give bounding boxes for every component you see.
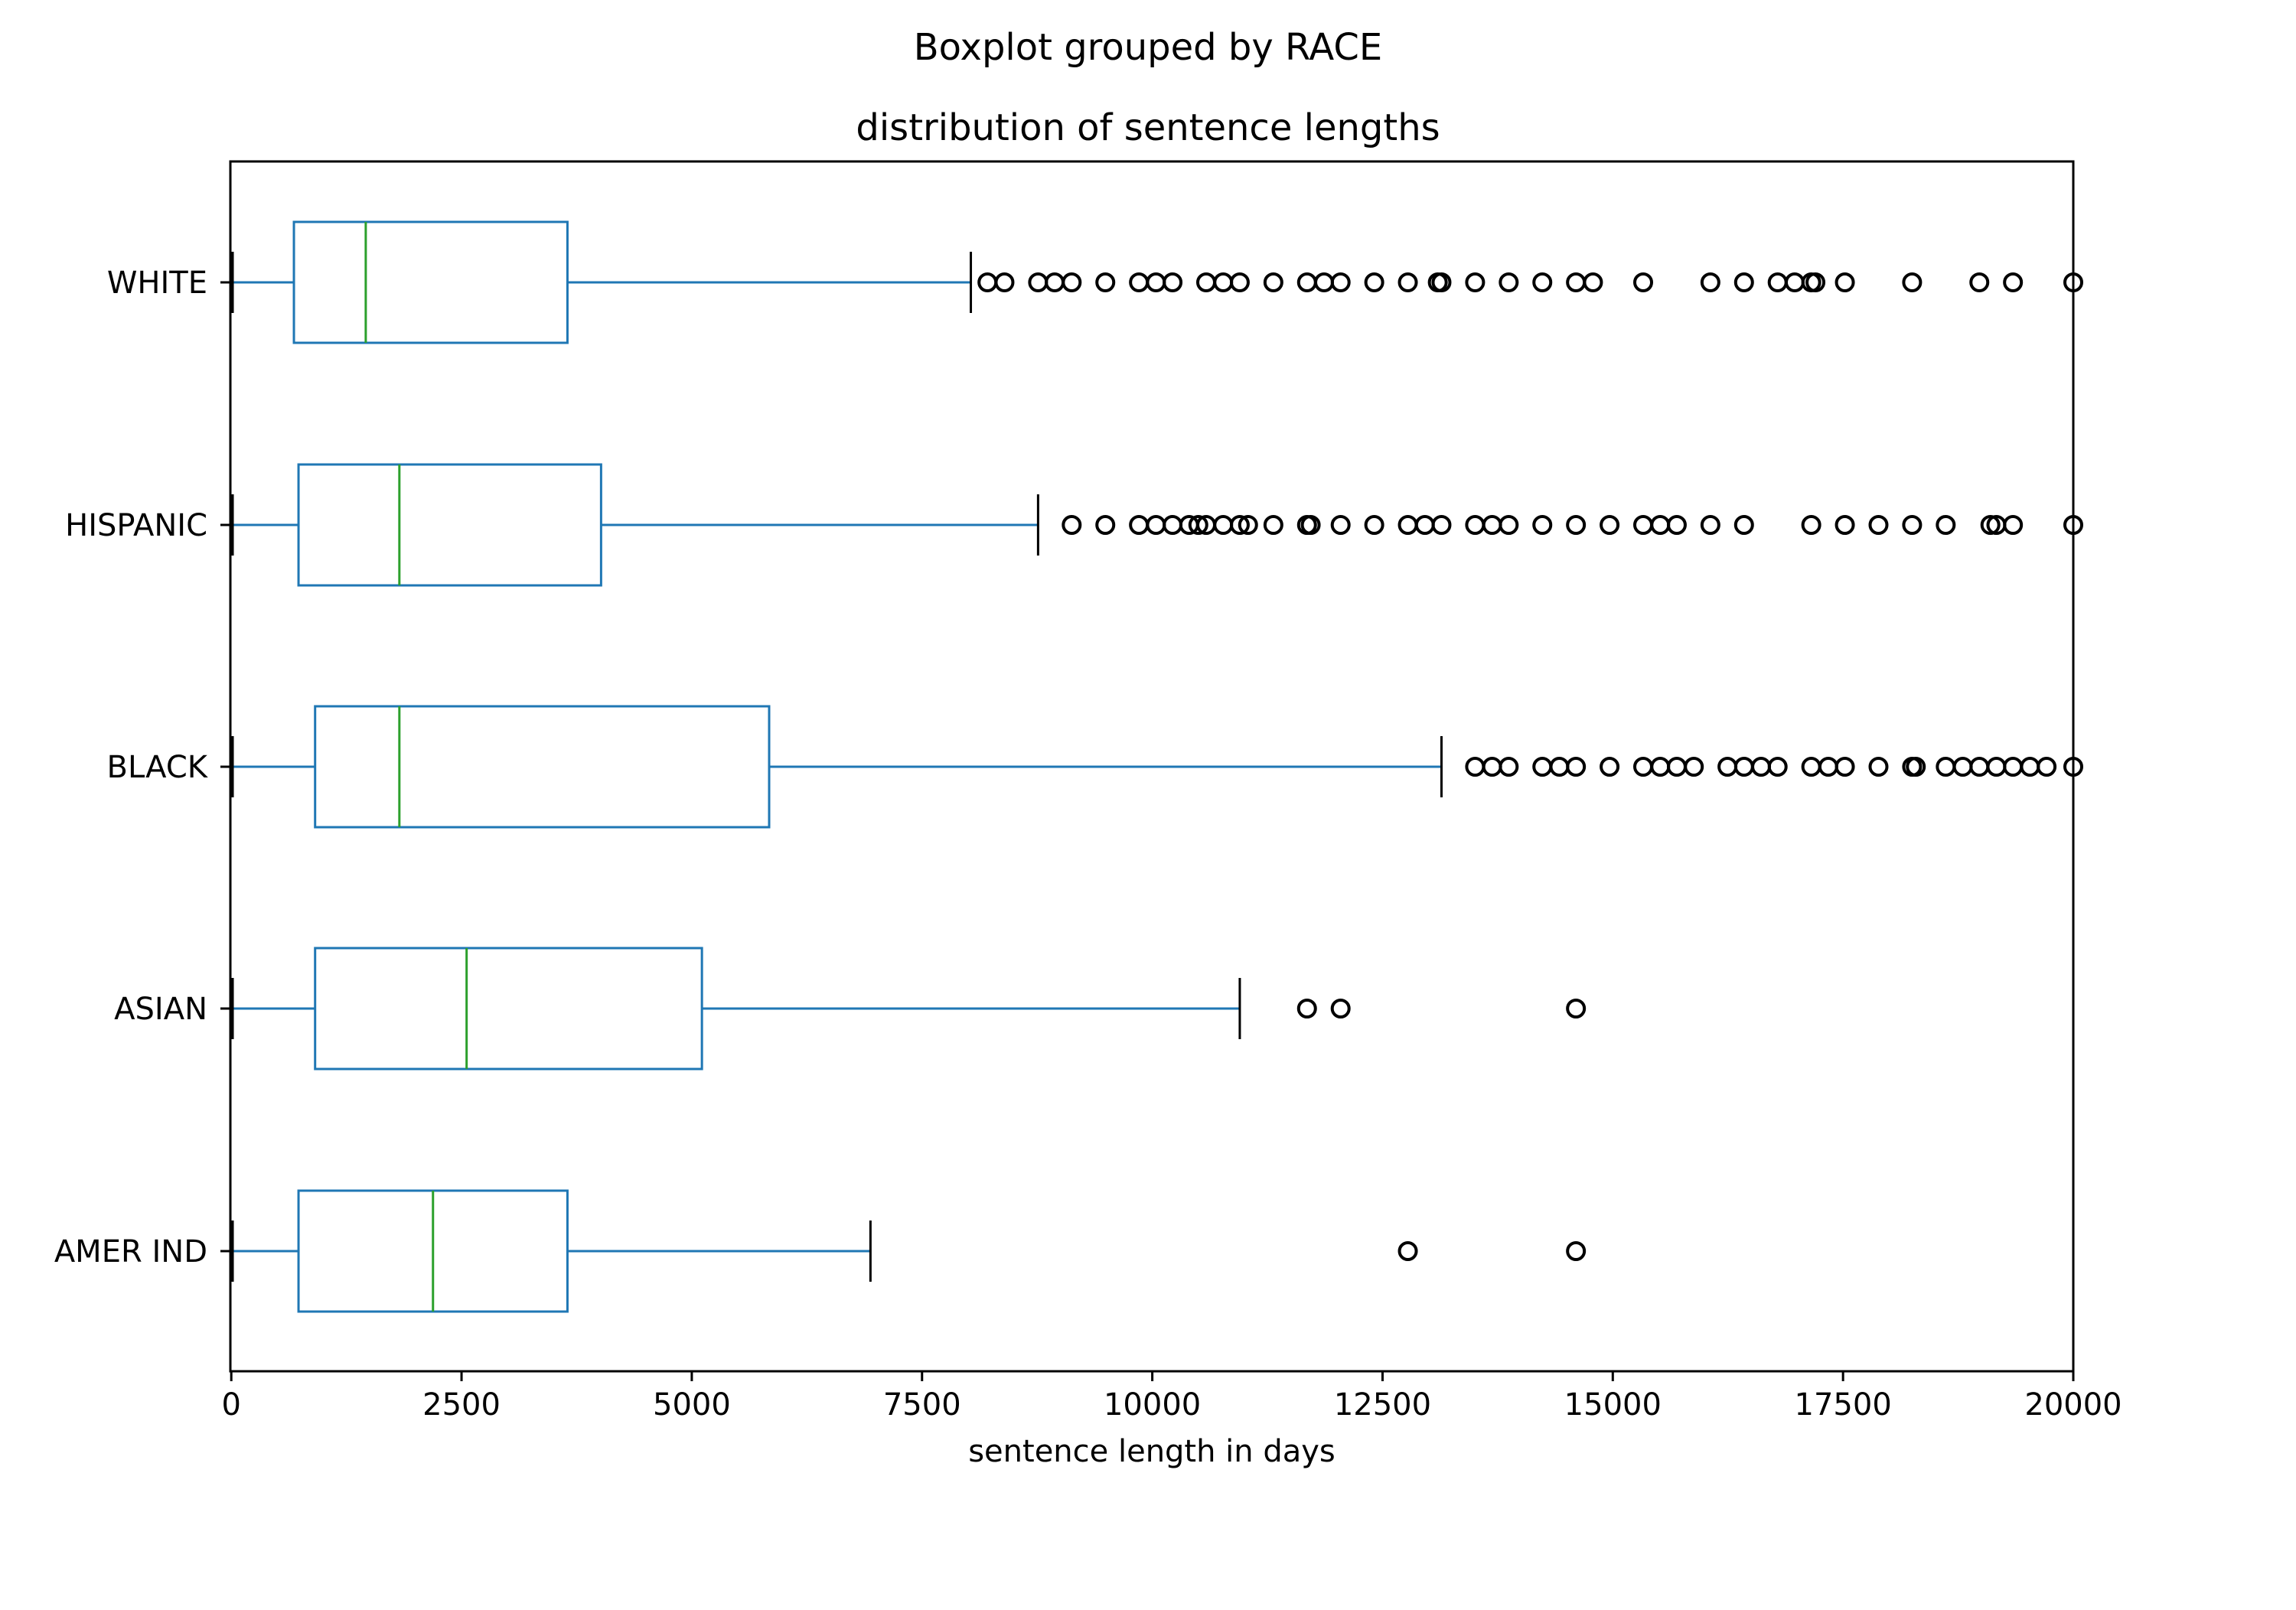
flier-point: [2003, 515, 2024, 535]
y-tick-label: ASIAN: [114, 992, 207, 1027]
flier-point: [1902, 272, 1923, 292]
flier-point: [1397, 1241, 1418, 1261]
x-tick-label: 7500: [883, 1387, 961, 1423]
box-group: [231, 947, 1587, 1071]
flier-point: [1397, 272, 1418, 292]
flier-point: [1902, 515, 1923, 535]
flier-point: [1499, 515, 1519, 535]
x-tick-label: 20000: [2024, 1387, 2122, 1423]
flier-point: [1532, 272, 1553, 292]
flier-point: [1095, 515, 1116, 535]
flier-point: [2003, 272, 2024, 292]
x-tick-label: 5000: [653, 1387, 731, 1423]
flier-point: [1163, 272, 1183, 292]
flier-point: [1465, 272, 1486, 292]
box: [314, 947, 703, 1071]
x-axis: 0 2500 5000 7500 10000 12500 15000 17500 20000: [221, 1371, 2122, 1423]
box: [297, 463, 602, 587]
flier-point: [1499, 272, 1519, 292]
flier-point: [1364, 515, 1384, 535]
flier-point: [1936, 515, 1956, 535]
flier-point: [1229, 515, 1250, 535]
flier-point: [1767, 757, 1788, 777]
flier-point: [1062, 272, 1082, 292]
y-tick-label: AMER IND: [54, 1234, 207, 1269]
y-tick-label: BLACK: [107, 750, 209, 785]
flier-point: [1188, 515, 1208, 535]
flier-point: [1633, 272, 1654, 292]
y-tick-label: WHITE: [107, 266, 207, 301]
flier-point: [1600, 515, 1620, 535]
chart-suptitle: Boxplot grouped by RACE: [914, 26, 1383, 69]
x-tick-label: 10000: [1104, 1387, 1201, 1423]
x-tick-label: 17500: [1795, 1387, 1892, 1423]
flier-point: [1868, 757, 1889, 777]
flier-point: [1666, 515, 1687, 535]
flier-point: [1835, 515, 1855, 535]
flier-point: [1733, 515, 1754, 535]
chart-title: distribution of sentence lengths: [856, 106, 1440, 149]
box-group: [231, 463, 2083, 587]
flier-point: [1835, 272, 1855, 292]
y-tick-label: HISPANIC: [65, 508, 207, 543]
flier-point: [1583, 272, 1603, 292]
flier-point: [1906, 757, 1926, 777]
flier-point: [2037, 757, 2057, 777]
flier-point: [1566, 515, 1587, 535]
flier-point: [1980, 515, 2001, 535]
flier-point: [1238, 515, 1258, 535]
flier-point: [1095, 272, 1116, 292]
box: [292, 220, 569, 344]
flier-point: [994, 272, 1015, 292]
box-group: [231, 705, 2083, 829]
flier-point: [1700, 515, 1720, 535]
flier-point: [1300, 515, 1321, 535]
flier-point: [1431, 272, 1452, 292]
flier-point: [1532, 515, 1553, 535]
flier-point: [1062, 515, 1082, 535]
flier-point: [1263, 272, 1283, 292]
flier-point: [1330, 515, 1351, 535]
flier-point: [1566, 757, 1587, 777]
flier-point: [1330, 272, 1351, 292]
flier-point: [1700, 272, 1720, 292]
flier-point: [1330, 999, 1351, 1018]
x-tick-label: 12500: [1334, 1387, 1431, 1423]
flier-point: [1733, 272, 1754, 292]
flier-point: [1600, 757, 1620, 777]
x-tick-label: 15000: [1564, 1387, 1662, 1423]
flier-point: [1364, 272, 1384, 292]
flier-point: [1835, 757, 1855, 777]
x-axis-label: sentence length in days: [968, 1434, 1336, 1469]
box-group: [231, 1189, 1587, 1313]
box: [314, 705, 771, 829]
flier-point: [1801, 515, 1821, 535]
flier-point: [1263, 515, 1283, 535]
flier-point: [1805, 272, 1826, 292]
flier-point: [1296, 999, 1317, 1018]
x-tick-label: 0: [221, 1387, 240, 1423]
flier-point: [1431, 515, 1452, 535]
x-tick-label: 2500: [422, 1387, 501, 1423]
flier-point: [1566, 1241, 1587, 1261]
flier-point: [1499, 757, 1519, 777]
flier-point: [1684, 757, 1704, 777]
flier-point: [1868, 515, 1889, 535]
flier-point: [1566, 999, 1587, 1018]
flier-point: [1969, 272, 1990, 292]
flier-point: [1229, 272, 1250, 292]
y-axis: AMER IND ASIAN BLACK HISPANIC WHITE: [54, 266, 230, 1269]
